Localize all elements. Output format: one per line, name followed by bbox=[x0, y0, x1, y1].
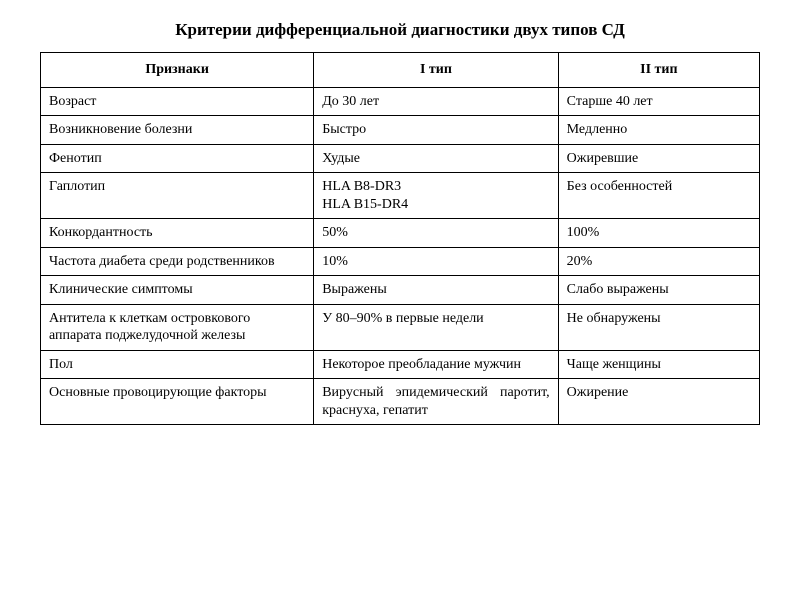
cell-type1: Вирусный эпидемический паротит, краснуха… bbox=[314, 379, 558, 425]
table-row: Частота диабета среди родственников10%20… bbox=[41, 247, 760, 276]
col-header-0: Признаки bbox=[41, 53, 314, 88]
cell-type2: Медленно bbox=[558, 116, 759, 145]
cell-type1: Выражены bbox=[314, 276, 558, 305]
cell-type2: 100% bbox=[558, 219, 759, 248]
cell-type2: Старше 40 лет bbox=[558, 87, 759, 116]
cell-type2: Без особенностей bbox=[558, 173, 759, 219]
table-row: ФенотипХудыеОжиревшие bbox=[41, 144, 760, 173]
cell-type2: 20% bbox=[558, 247, 759, 276]
cell-type1: До 30 лет bbox=[314, 87, 558, 116]
cell-attribute: Пол bbox=[41, 350, 314, 379]
cell-type2: Слабо выражены bbox=[558, 276, 759, 305]
table-row: Антитела к клеткам островкового аппарата… bbox=[41, 304, 760, 350]
cell-type2: Не обнаружены bbox=[558, 304, 759, 350]
cell-type1: 50% bbox=[314, 219, 558, 248]
table-row: Основные провоцирующие факторыВирусный э… bbox=[41, 379, 760, 425]
cell-type1: HLA B8-DR3HLA B15-DR4 bbox=[314, 173, 558, 219]
table-row: ГаплотипHLA B8-DR3HLA B15-DR4Без особенн… bbox=[41, 173, 760, 219]
cell-attribute: Конкордантность bbox=[41, 219, 314, 248]
table-row: Конкордантность50%100% bbox=[41, 219, 760, 248]
cell-attribute: Частота диабета среди родственников bbox=[41, 247, 314, 276]
col-header-1: I тип bbox=[314, 53, 558, 88]
table-row: ВозрастДо 30 летСтарше 40 лет bbox=[41, 87, 760, 116]
cell-attribute: Основные провоцирующие факторы bbox=[41, 379, 314, 425]
criteria-table: Признаки I тип II тип ВозрастДо 30 летСт… bbox=[40, 52, 760, 425]
table-header-row: Признаки I тип II тип bbox=[41, 53, 760, 88]
table-row: Возникновение болезниБыстроМедленно bbox=[41, 116, 760, 145]
cell-attribute: Фенотип bbox=[41, 144, 314, 173]
cell-type2: Ожиревшие bbox=[558, 144, 759, 173]
table-body: ВозрастДо 30 летСтарше 40 летВозникновен… bbox=[41, 87, 760, 425]
cell-type1: 10% bbox=[314, 247, 558, 276]
cell-type2: Ожирение bbox=[558, 379, 759, 425]
table-row: ПолНекоторое преобладание мужчинЧаще жен… bbox=[41, 350, 760, 379]
col-header-2: II тип bbox=[558, 53, 759, 88]
cell-type1: Быстро bbox=[314, 116, 558, 145]
cell-type2: Чаще женщины bbox=[558, 350, 759, 379]
cell-attribute: Антитела к клеткам островкового аппарата… bbox=[41, 304, 314, 350]
page-title: Критерии дифференциальной диагностики дв… bbox=[40, 20, 760, 40]
cell-attribute: Возраст bbox=[41, 87, 314, 116]
cell-type1: У 80–90% в первые недели bbox=[314, 304, 558, 350]
cell-attribute: Клинические симптомы bbox=[41, 276, 314, 305]
cell-type1: Худые bbox=[314, 144, 558, 173]
table-row: Клинические симптомыВыраженыСлабо выраже… bbox=[41, 276, 760, 305]
cell-attribute: Возникновение болезни bbox=[41, 116, 314, 145]
cell-attribute: Гаплотип bbox=[41, 173, 314, 219]
cell-type1: Некоторое преобладание мужчин bbox=[314, 350, 558, 379]
